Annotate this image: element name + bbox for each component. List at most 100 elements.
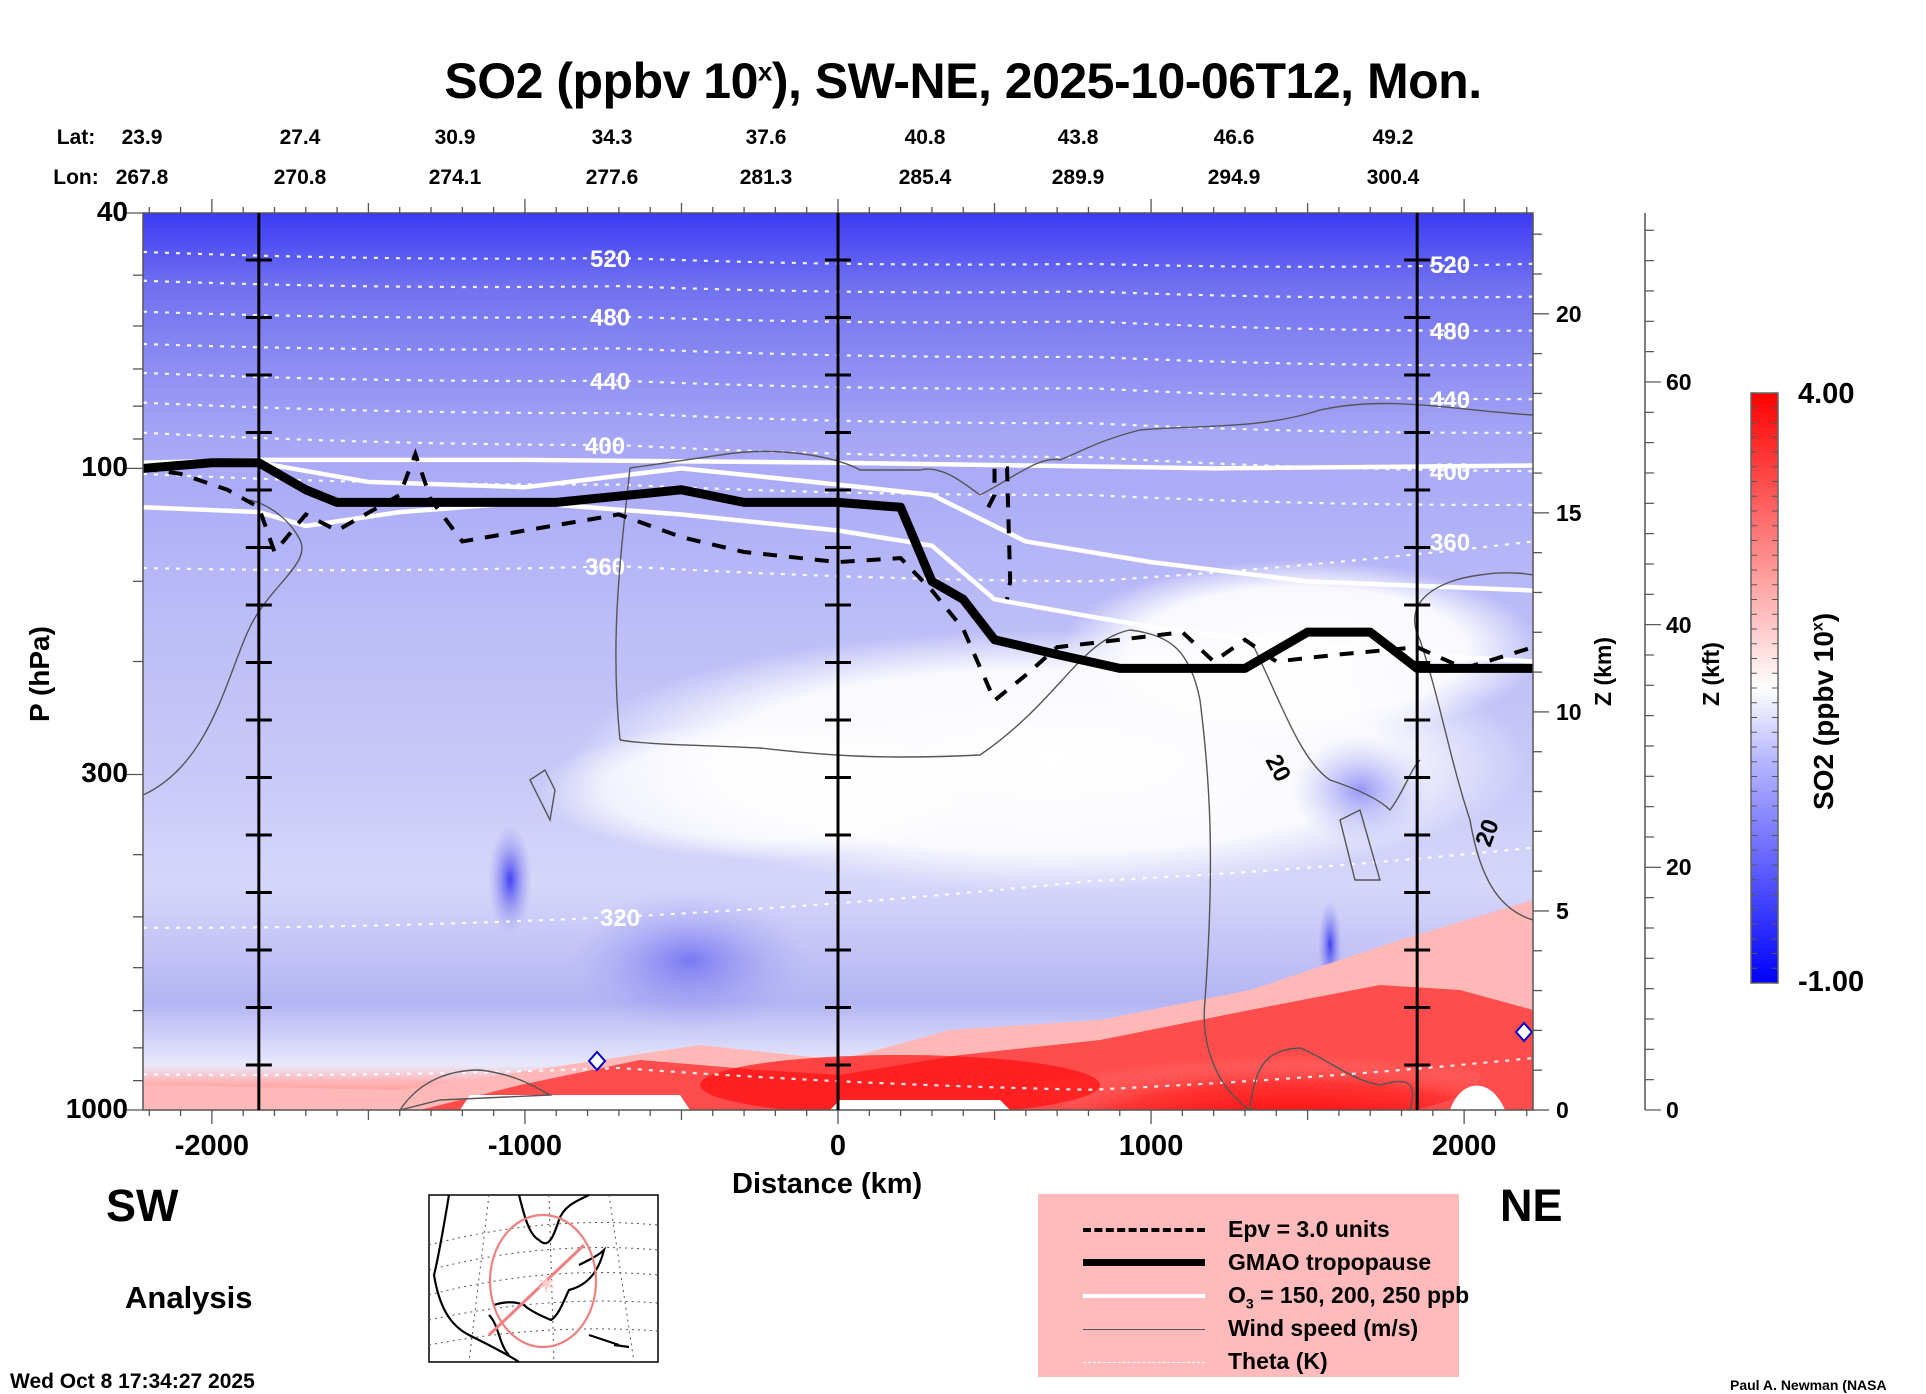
wind-speed-contour [615, 402, 1533, 741]
axes [125, 199, 1661, 1124]
thick-line-icon [1083, 1259, 1205, 1266]
author-credit: Paul A. Newman (NASA [1730, 1377, 1887, 1393]
theta-contour [143, 1056, 1533, 1091]
theta-contour-label: 400 [1430, 459, 1470, 486]
x-tick-label: 2000 [1431, 1130, 1497, 1162]
ne-direction-label: NE [1500, 1180, 1563, 1231]
lat-value: 27.4 [279, 126, 321, 149]
graticule [428, 1194, 659, 1363]
theta-contour-label: 360 [1430, 529, 1470, 556]
legend-label: Epv = 3.0 units [1228, 1216, 1390, 1242]
lon-value: 277.6 [585, 166, 639, 189]
theta-contour-label: 440 [590, 369, 630, 396]
wind-speed-contour [1414, 572, 1533, 921]
center-star-icon: ✶ [537, 1272, 555, 1297]
epv-contour [143, 448, 1533, 704]
lat-value: 37.6 [745, 126, 787, 149]
z-km-tick-label: 20 [1556, 300, 1582, 327]
tropopause-line [143, 458, 1533, 673]
theta-contour-label: 480 [1430, 319, 1470, 346]
wind-speed-contour [1339, 808, 1381, 881]
y-tick-label: 1000 [65, 1093, 128, 1124]
lon-value: 281.3 [739, 166, 793, 189]
inset-map: ✶ [428, 1194, 659, 1363]
legend-item-wind: Wind speed (m/s) [1038, 1313, 1459, 1345]
theta-contour [143, 846, 1533, 929]
so2-blue-patch [1290, 735, 1430, 845]
so2-high-core [1020, 1025, 1480, 1110]
y-tick-label: 100 [81, 451, 128, 483]
z-kft-axis-label: Z (kft) [1698, 642, 1724, 706]
theta-contour-label: 400 [585, 433, 625, 460]
theta-contour-label: 320 [600, 905, 640, 932]
colorbar-ticks [1751, 392, 1778, 984]
z-kft-tick-label: 0 [1666, 1097, 1679, 1123]
terrain-mask [460, 1095, 690, 1110]
sw-direction-label: SW [106, 1180, 179, 1231]
theta-contour [143, 250, 1533, 268]
z-km-tick-label: 15 [1556, 499, 1582, 526]
z-kft-tick-label: 20 [1666, 854, 1692, 881]
theta-contour [143, 342, 1533, 367]
lon-value: 270.8 [273, 166, 327, 189]
timestamp: Wed Oct 8 17:34:27 2025 [10, 1370, 255, 1393]
legend-label: Wind speed (m/s) [1228, 1315, 1419, 1341]
lon-value: 285.4 [898, 166, 952, 189]
wind-speed-contour [529, 768, 556, 823]
so2-low-region [540, 720, 980, 860]
y-axis-label: P (hPa) [24, 626, 55, 722]
theta-contour [143, 540, 1533, 583]
lat-value: 34.3 [591, 126, 633, 149]
wind-speed-contour [399, 1069, 553, 1110]
wind-speed-contour [1252, 644, 1421, 812]
lat-value: 23.9 [121, 126, 163, 149]
colorbar-title: SO2 (ppbv 10x) [1808, 612, 1839, 810]
lon-value: 267.8 [115, 166, 169, 189]
y-tick-label: 40 [96, 196, 128, 227]
z-km-tick-label: 5 [1556, 897, 1569, 924]
legend-item-tropopause: GMAO tropopause [1038, 1247, 1459, 1279]
x-tick-label: 1000 [1118, 1130, 1184, 1162]
chart-title: SO2 (ppbv 10x), SW-NE, 2025-10-06T12, Mo… [444, 53, 1482, 109]
wind-speed-contour [143, 499, 303, 796]
theta-contour [143, 371, 1533, 401]
theta-contour [143, 472, 1533, 507]
legend-label: Theta (K) [1228, 1348, 1328, 1374]
x-tick-label: -1000 [487, 1130, 563, 1162]
theta-contour [143, 279, 1533, 299]
white-line-icon [1083, 1294, 1205, 1298]
lat-value: 30.9 [434, 126, 476, 149]
lat-value: 40.8 [904, 126, 946, 149]
x-axis-label: Distance (km) [732, 1168, 923, 1200]
lat-value: 46.6 [1213, 126, 1255, 149]
lat-label: Lat: [56, 126, 96, 149]
range-circle [488, 1213, 598, 1349]
diamond-marker [1514, 1021, 1533, 1043]
theta-contour-label: 520 [1430, 252, 1470, 279]
z-kft-tick-label: 60 [1666, 368, 1692, 395]
lat-value: 43.8 [1057, 126, 1099, 149]
theta-contour-label: 440 [1430, 387, 1470, 414]
legend-label: GMAO tropopause [1228, 1249, 1432, 1275]
so2-blue-patch [488, 825, 532, 935]
dotted-line-icon [1083, 1362, 1205, 1363]
theta-contour [143, 310, 1533, 332]
epv-contour [986, 466, 1013, 600]
legend-label: O3 = 150, 200, 250 ppb [1228, 1282, 1470, 1312]
so2-high-core [700, 1055, 1100, 1110]
so2-blue-patch [570, 890, 810, 1030]
theta-contour-label: 480 [590, 305, 630, 332]
cross-section-line [487, 1243, 586, 1337]
legend-item-theta: Theta (K) [1038, 1346, 1459, 1378]
lon-label: Lon: [53, 166, 99, 189]
lon-value: 274.1 [428, 166, 482, 189]
wind-speed-contour [619, 629, 1251, 1110]
theta-contour-label: 360 [585, 554, 625, 581]
z-kft-tick-label: 40 [1666, 611, 1692, 638]
colorbar-min-label: -1.00 [1798, 966, 1865, 998]
theta-contour [143, 401, 1533, 434]
z-km-tick-label: 10 [1556, 698, 1582, 725]
terrain-mask [1450, 1085, 1505, 1110]
lat-value: 49.2 [1372, 126, 1414, 149]
x-tick-label: -2000 [174, 1130, 249, 1162]
